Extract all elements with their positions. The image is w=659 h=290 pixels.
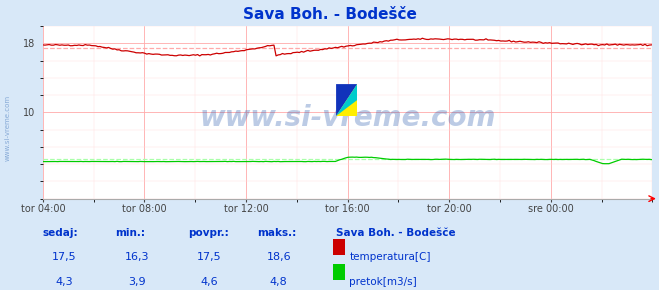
Text: 18,6: 18,6 [266, 252, 291, 262]
Text: 4,3: 4,3 [56, 277, 73, 287]
Text: min.:: min.: [115, 228, 146, 238]
Text: 4,8: 4,8 [270, 277, 287, 287]
Text: www.si-vreme.com: www.si-vreme.com [5, 95, 11, 161]
Text: 3,9: 3,9 [129, 277, 146, 287]
Polygon shape [336, 84, 357, 116]
Text: 17,5: 17,5 [52, 252, 77, 262]
Text: Sava Boh. - Bodešče: Sava Boh. - Bodešče [243, 7, 416, 22]
Text: povpr.:: povpr.: [188, 228, 229, 238]
Text: temperatura[C]: temperatura[C] [349, 252, 431, 262]
Text: Sava Boh. - Bodešče: Sava Boh. - Bodešče [336, 228, 456, 238]
Text: www.si-vreme.com: www.si-vreme.com [200, 104, 496, 132]
Polygon shape [336, 84, 357, 116]
Text: maks.:: maks.: [257, 228, 297, 238]
Text: 4,6: 4,6 [201, 277, 218, 287]
Text: 16,3: 16,3 [125, 252, 150, 262]
Text: pretok[m3/s]: pretok[m3/s] [349, 277, 417, 287]
Text: 17,5: 17,5 [197, 252, 222, 262]
Polygon shape [336, 84, 357, 116]
Text: sedaj:: sedaj: [43, 228, 78, 238]
